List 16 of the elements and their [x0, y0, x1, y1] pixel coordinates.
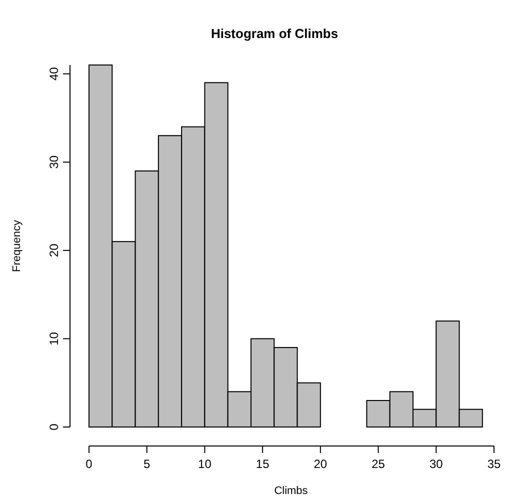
x-tick-label: 25	[372, 457, 386, 471]
y-tick-label: 10	[47, 332, 61, 346]
x-tick-label: 20	[314, 457, 328, 471]
y-tick-label: 30	[47, 155, 61, 169]
x-tick-label: 15	[256, 457, 270, 471]
x-axis-title: Climbs	[274, 485, 308, 497]
y-tick-label: 40	[47, 66, 61, 81]
y-axis-title: Frequency	[11, 220, 23, 272]
y-tick-label: 20	[47, 243, 61, 258]
chart-title: Histogram of Climbs	[210, 26, 338, 41]
x-tick-label: 35	[487, 457, 501, 471]
x-tick-label: 0	[86, 457, 93, 471]
y-tick-label: 0	[47, 423, 61, 430]
x-tick-label: 10	[198, 457, 212, 471]
x-tick-label: 30	[429, 457, 444, 471]
x-tick-label: 5	[144, 457, 151, 471]
